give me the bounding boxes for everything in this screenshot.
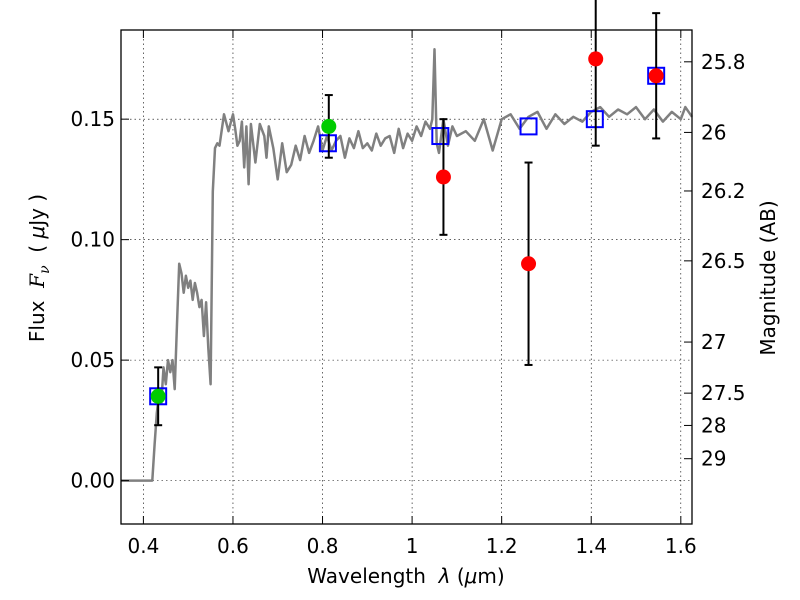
magnitude-tick-label: 28	[701, 413, 726, 437]
data-points	[149, 0, 666, 427]
model-flux-square	[431, 127, 450, 146]
y-tick-label: 0.00	[70, 469, 115, 493]
magnitude-tick-label: 27.5	[701, 381, 746, 405]
magnitude-tick-label: 26.5	[701, 249, 746, 273]
x-tick-label: 0.4	[127, 534, 159, 558]
observed-flux-point	[150, 388, 166, 404]
y-tick-label: 0.10	[70, 228, 115, 252]
magnitude-tick-label: 26.2	[701, 179, 746, 203]
x-tick-label: 0.6	[217, 534, 249, 558]
observed-flux-point	[521, 256, 537, 272]
x-tick-label: 1.2	[486, 534, 518, 558]
y-axis-label: Flux Fν ( μJy )	[25, 194, 53, 342]
magnitude-tick-label: 26	[701, 120, 726, 144]
plot-area-frame	[120, 29, 693, 525]
observed-flux-point	[588, 51, 604, 67]
model-flux-square	[519, 117, 538, 136]
x-axis-label: Wavelength λ (μm)	[307, 564, 504, 588]
x-tick-label: 1	[406, 534, 419, 558]
magnitude-tick-label: 25.8	[701, 50, 746, 74]
x-tick-label: 0.8	[307, 534, 339, 558]
observed-flux-point	[321, 118, 337, 134]
y-tick-label: 0.15	[70, 107, 115, 131]
observed-flux-point	[435, 169, 451, 185]
model-spectrum	[121, 48, 694, 482]
grid-lines	[121, 30, 692, 524]
magnitude-tick-label: 27	[701, 330, 726, 354]
model-spectrum-line	[121, 48, 694, 482]
magnitude-tick-label: 29	[701, 447, 726, 471]
observed-flux-point	[648, 68, 664, 84]
y-tick-label: 0.05	[70, 348, 115, 372]
right-axis-label: Magnitude (AB)	[756, 200, 780, 355]
x-tick-label: 1.4	[575, 534, 607, 558]
axis-ticks: 0.4 0.6 0.8 1 1.2 1.4 1.6 0.00 0.05 0.10 0.15 25.8 2…	[70, 30, 746, 558]
x-tick-label: 1.6	[665, 534, 697, 558]
